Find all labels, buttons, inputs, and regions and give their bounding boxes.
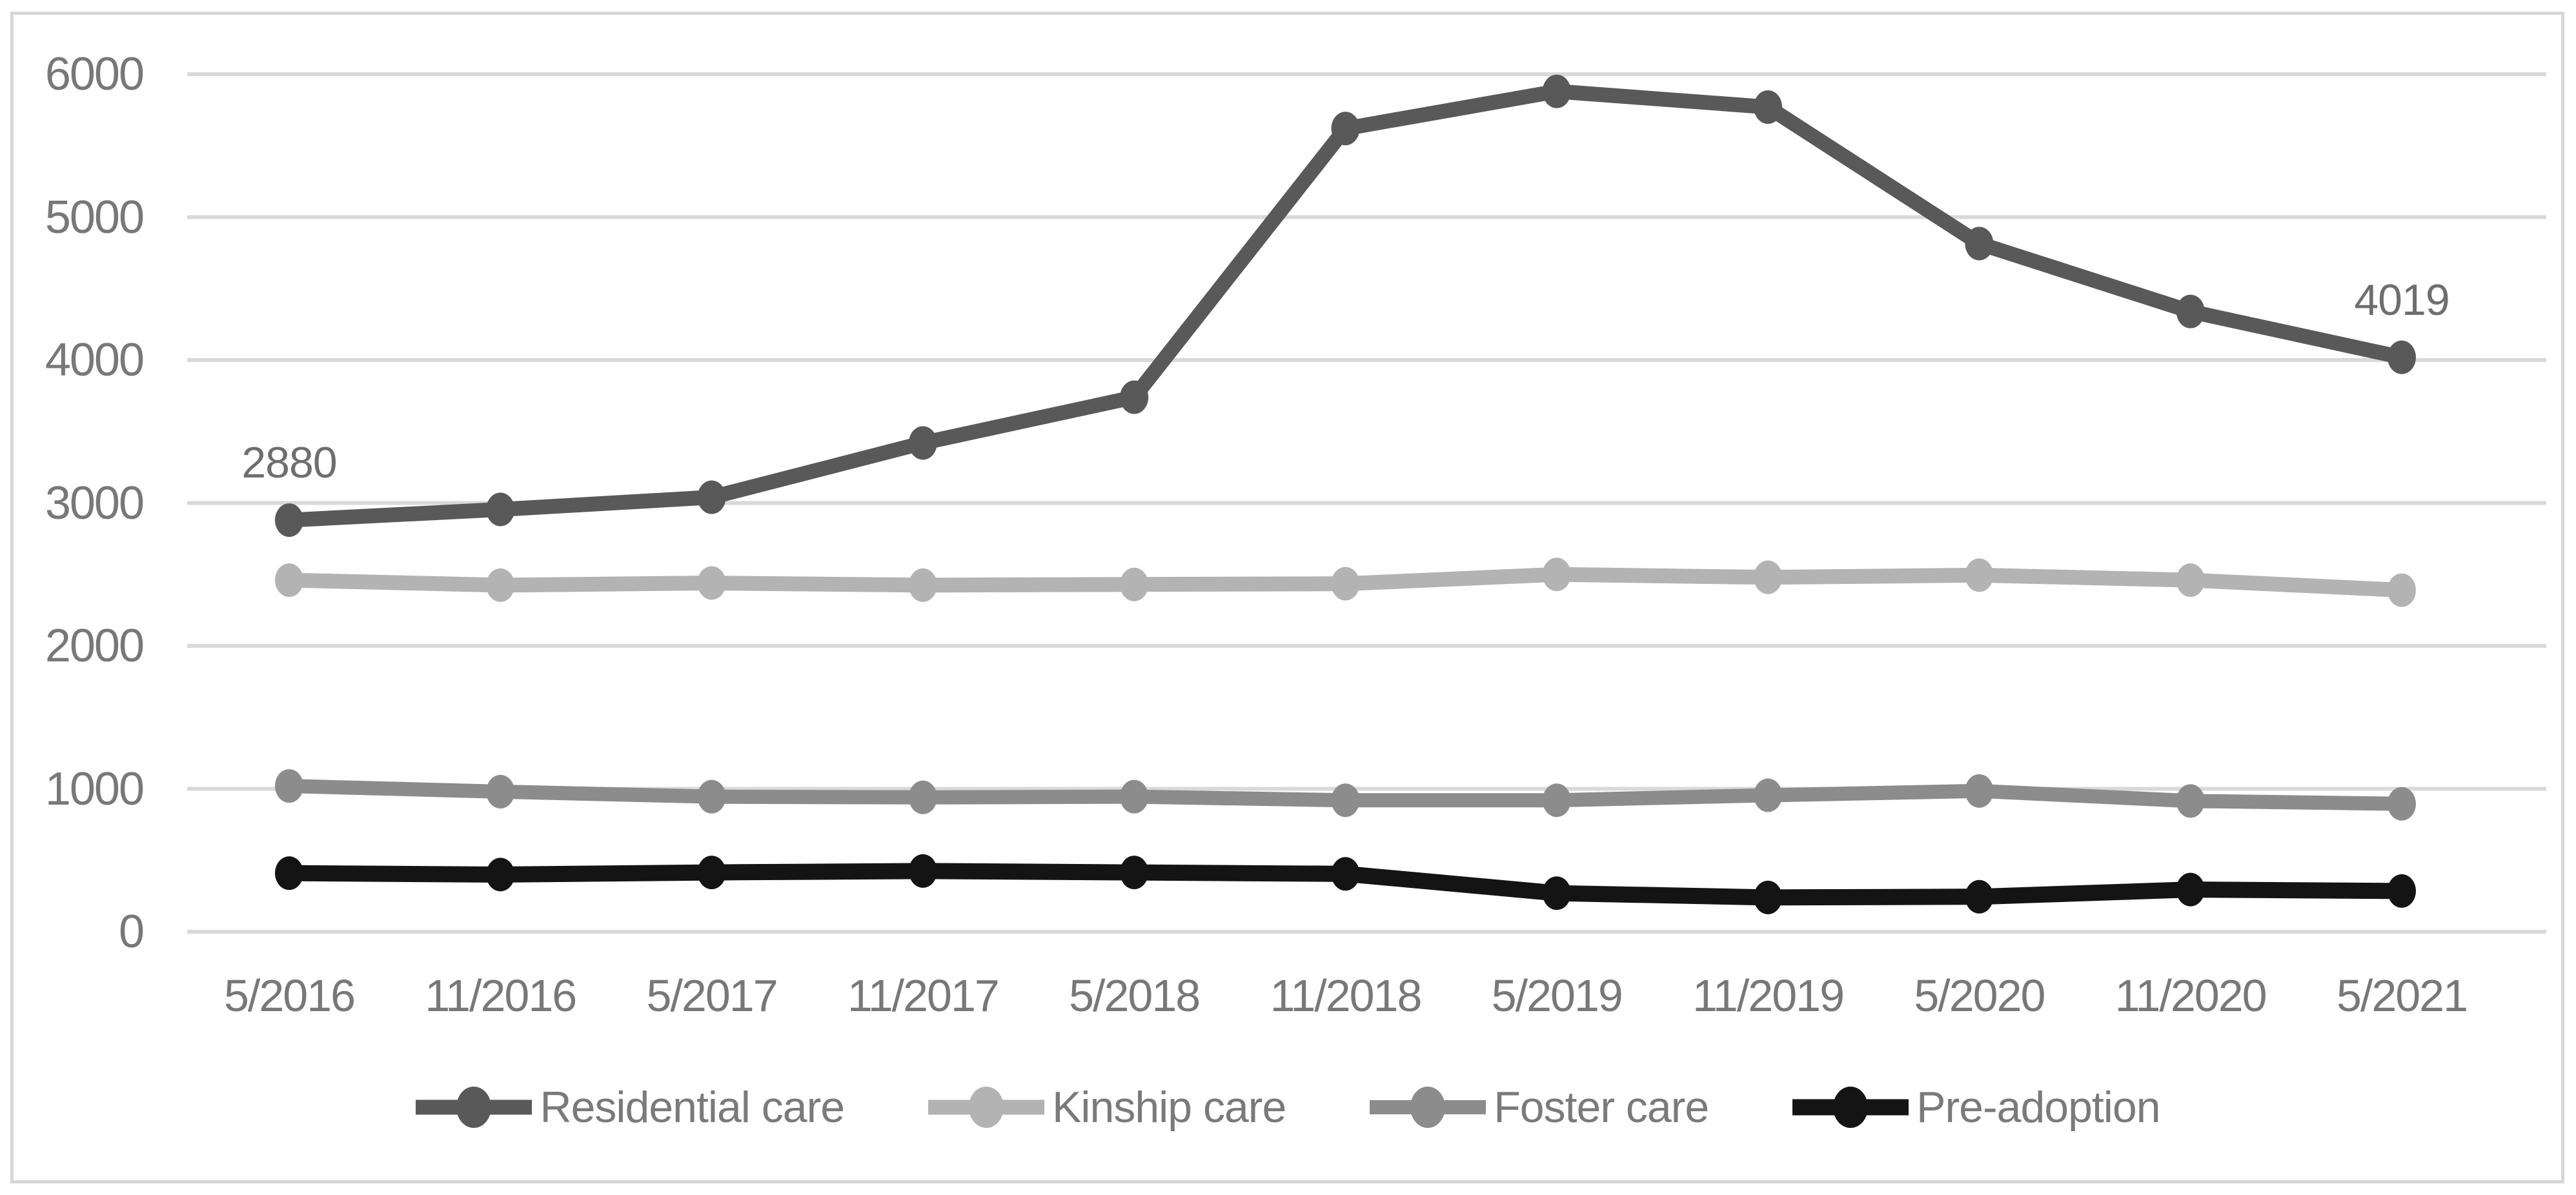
- data-point-foster-care-11-2019: [1754, 778, 1783, 812]
- data-point-pre-adoption-5-2018: [1120, 856, 1149, 890]
- x-axis-tick-label-11-2017: 11/2017: [847, 970, 1000, 1021]
- data-point-pre-adoption-11-2017: [908, 854, 937, 888]
- data-point-foster-care-5-2021: [2388, 787, 2416, 821]
- y-axis-tick-label-2000: 2000: [45, 620, 145, 672]
- data-point-foster-care-11-2018: [1331, 783, 1360, 818]
- x-axis-tick-label-5-2019: 5/2019: [1491, 970, 1623, 1021]
- legend-item-kinship-care: Kinship care: [928, 1080, 1286, 1134]
- data-point-foster-care-5-2018: [1120, 779, 1149, 814]
- data-point-pre-adoption-11-2018: [1331, 857, 1360, 891]
- data-point-foster-care-5-2019: [1542, 783, 1571, 818]
- data-point-kinship-care-5-2019: [1542, 557, 1571, 592]
- data-point-pre-adoption-11-2016: [486, 858, 515, 892]
- data-point-residential-care-5-2020: [1965, 226, 1994, 261]
- data-point-foster-care-11-2020: [2176, 784, 2205, 818]
- data-point-foster-care-11-2016: [486, 774, 515, 808]
- data-point-kinship-care-11-2019: [1754, 560, 1783, 594]
- legend-item-pre-adoption: Pre-adoption: [1792, 1080, 2161, 1134]
- data-point-foster-care-5-2016: [275, 769, 303, 803]
- y-axis-tick-label-6000: 6000: [45, 48, 145, 100]
- legend-marker-pre-adoption-icon: [1792, 1087, 1909, 1128]
- y-axis-tick-label-1000: 1000: [45, 763, 145, 815]
- x-axis-tick-label-5-2017: 5/2017: [646, 970, 778, 1021]
- data-point-kinship-care-5-2021: [2388, 573, 2416, 607]
- data-point-pre-adoption-5-2021: [2388, 874, 2416, 908]
- data-point-label-2880: 2880: [241, 438, 337, 488]
- data-point-label-4019: 4019: [2354, 275, 2449, 325]
- data-point-pre-adoption-5-2017: [697, 856, 726, 890]
- series-line-residential-care: [281, 84, 2409, 528]
- legend-marker-foster-care-icon: [1370, 1087, 1486, 1128]
- x-axis-tick-label-11-2019: 11/2019: [1692, 970, 1845, 1021]
- data-point-residential-care-5-2021: [2388, 340, 2416, 374]
- data-point-residential-care-5-2018: [1120, 380, 1149, 414]
- data-point-kinship-care-5-2020: [1965, 558, 1994, 592]
- legend-item-residential-care: Residential care: [416, 1080, 845, 1134]
- data-point-kinship-care-5-2016: [275, 563, 303, 598]
- data-point-kinship-care-11-2016: [486, 568, 515, 602]
- data-point-kinship-care-11-2017: [908, 568, 937, 602]
- data-point-foster-care-11-2017: [908, 780, 937, 814]
- legend-item-foster-care: Foster care: [1370, 1080, 1709, 1134]
- y-axis-tick-label-5000: 5000: [45, 191, 145, 243]
- legend-label-foster-care: Foster care: [1494, 1083, 1709, 1132]
- data-point-kinship-care-11-2020: [2176, 563, 2205, 598]
- legend-label-residential-care: Residential care: [540, 1083, 845, 1132]
- legend-marker-kinship-care-icon: [928, 1087, 1045, 1128]
- y-axis-tick-label-0: 0: [118, 906, 145, 958]
- y-axis-tick-label-3000: 3000: [45, 477, 145, 529]
- chart-legend: Residential care Kinship care Foster care P…: [0, 1076, 2576, 1138]
- x-axis-tick-label-11-2018: 11/2018: [1270, 970, 1423, 1021]
- data-point-residential-care-11-2018: [1331, 112, 1360, 146]
- data-point-residential-care-11-2017: [908, 426, 937, 460]
- data-point-pre-adoption-5-2019: [1542, 876, 1571, 910]
- data-point-pre-adoption-11-2019: [1754, 880, 1783, 914]
- legend-marker-residential-care-icon: [416, 1087, 532, 1128]
- data-point-residential-care-5-2017: [697, 480, 726, 514]
- x-axis-tick-label-5-2021: 5/2021: [2336, 970, 2468, 1021]
- data-point-kinship-care-5-2018: [1120, 567, 1149, 601]
- y-axis-tick-label-4000: 4000: [45, 334, 145, 386]
- legend-label-pre-adoption: Pre-adoption: [1916, 1083, 2160, 1132]
- data-point-pre-adoption-5-2016: [275, 856, 303, 890]
- data-point-residential-care-5-2019: [1542, 74, 1571, 108]
- x-axis-tick-label-11-2020: 11/2020: [2115, 970, 2267, 1021]
- data-point-residential-care-11-2016: [486, 492, 515, 527]
- data-point-kinship-care-11-2018: [1331, 567, 1360, 601]
- data-point-residential-care-11-2019: [1754, 90, 1783, 124]
- data-point-residential-care-5-2016: [275, 503, 303, 537]
- data-point-residential-care-11-2020: [2176, 294, 2205, 328]
- x-axis-tick-label-11-2016: 11/2016: [425, 970, 577, 1021]
- data-point-foster-care-5-2017: [697, 779, 726, 814]
- data-point-pre-adoption-11-2020: [2176, 872, 2205, 907]
- data-point-pre-adoption-5-2020: [1965, 879, 1994, 914]
- x-axis-tick-label-5-2020: 5/2020: [1914, 970, 2045, 1021]
- data-point-kinship-care-5-2017: [697, 566, 726, 600]
- legend-label-kinship-care: Kinship care: [1052, 1083, 1286, 1132]
- x-axis-tick-label-5-2016: 5/2016: [223, 970, 356, 1021]
- x-axis-tick-label-5-2018: 5/2018: [1069, 970, 1201, 1021]
- data-point-foster-care-5-2020: [1965, 774, 1994, 808]
